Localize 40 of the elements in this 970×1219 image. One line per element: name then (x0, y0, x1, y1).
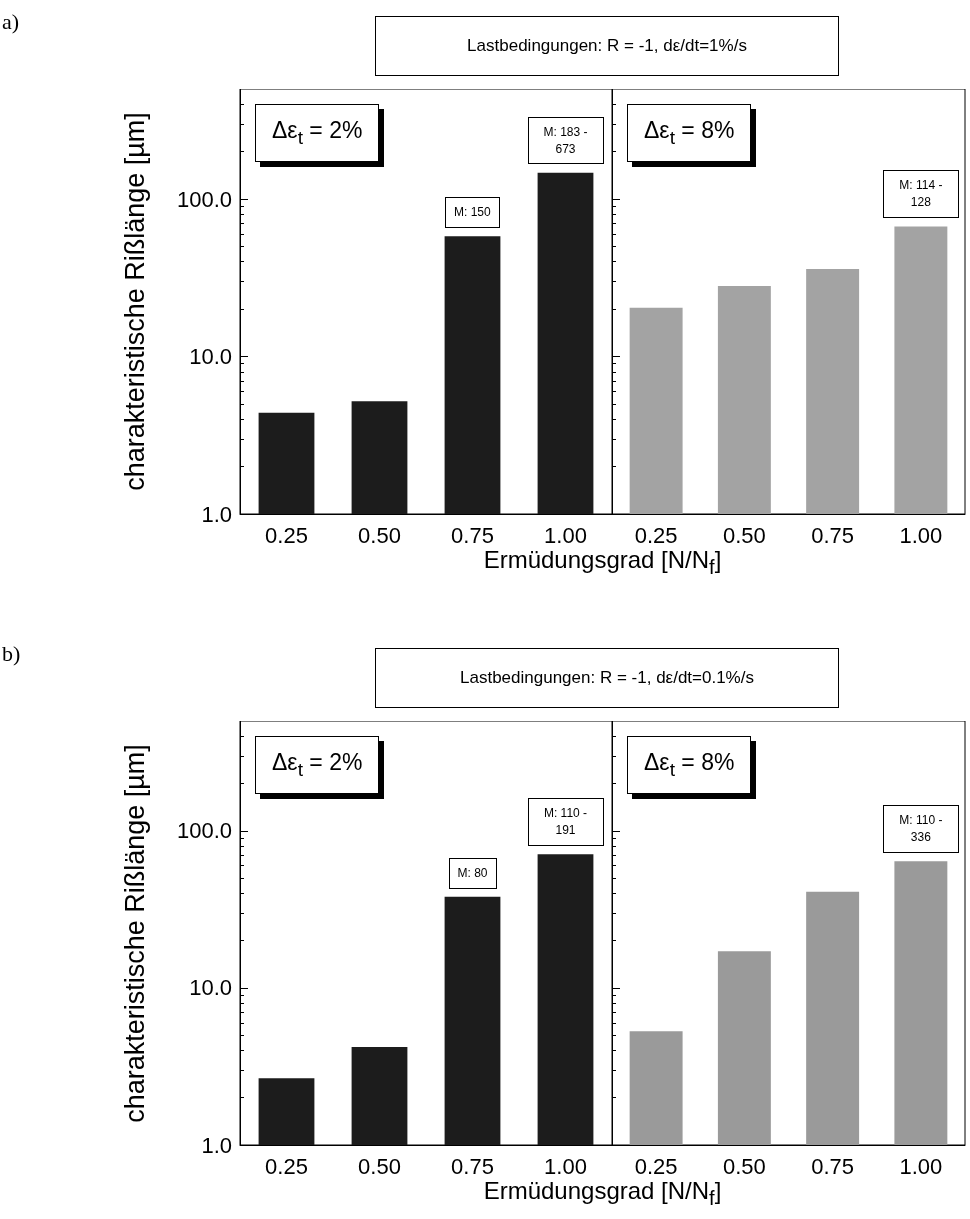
x-tick-label: 0.75 (451, 522, 494, 548)
annotation: Δε$_{t}$ = 8% (627, 104, 752, 162)
x-tick-label: 0.75 (451, 1153, 494, 1179)
annotation: M: 150 (445, 197, 500, 229)
x-tick-label: 1.00 (899, 522, 943, 548)
annotation: M: 110 - 336 (882, 805, 959, 853)
x-tick-label: 0.50 (358, 1153, 401, 1179)
text: a) (2, 9, 20, 35)
text: b) (2, 641, 21, 667)
annotation: M: 80 (448, 857, 497, 889)
annotation: M: 114 - 128 (882, 170, 959, 219)
y-axis-title: charakteristische Rißlänge [µm] (119, 112, 151, 491)
x-tick-label: 0.50 (358, 522, 401, 548)
x-tick-label: 0.25 (265, 1153, 308, 1179)
x-axis-title: Ermüdungsgrad [N/N$_{f}$] (482, 546, 723, 579)
x-tick-label: 0.25 (634, 1153, 678, 1179)
x-tick-label: 0.75 (811, 522, 855, 548)
x-tick-label: 0.25 (265, 522, 308, 548)
annotation: M: 183 - 673 (527, 116, 604, 165)
chart-title: Lastbedingungen: R = -1, dε/dt=1%/s (375, 16, 839, 76)
y-tick-label: 100.0 (176, 186, 232, 212)
y-tick-label: 10.0 (189, 975, 232, 1001)
y-tick-label: 100.0 (176, 818, 232, 844)
x-tick-label: 1.00 (544, 1153, 587, 1179)
x-tick-label: 0.50 (722, 1153, 766, 1179)
x-tick-label: 0.50 (722, 522, 766, 548)
x-axis-title: Ermüdungsgrad [N/N$_{f}$] (482, 1177, 723, 1210)
chart-title: Lastbedingungen: R = -1, dε/dt=0.1%/s (375, 648, 839, 708)
annotation: M: 110 - 191 (527, 798, 604, 846)
x-tick-label: 0.75 (811, 1153, 855, 1179)
annotation: Δε$_{t}$ = 2% (255, 736, 380, 794)
x-tick-label: 1.00 (899, 1153, 943, 1179)
y-tick-label: 10.0 (189, 344, 232, 370)
x-tick-label: 1.00 (544, 522, 587, 548)
y-axis-title: charakteristische Rißlänge [µm] (119, 743, 151, 1123)
x-tick-label: 0.25 (634, 522, 678, 548)
annotation: Δε$_{t}$ = 8% (627, 736, 752, 794)
annotation: Δε$_{t}$ = 2% (255, 104, 380, 162)
y-tick-label: 1.0 (201, 501, 232, 527)
y-tick-label: 1.0 (201, 1132, 232, 1158)
